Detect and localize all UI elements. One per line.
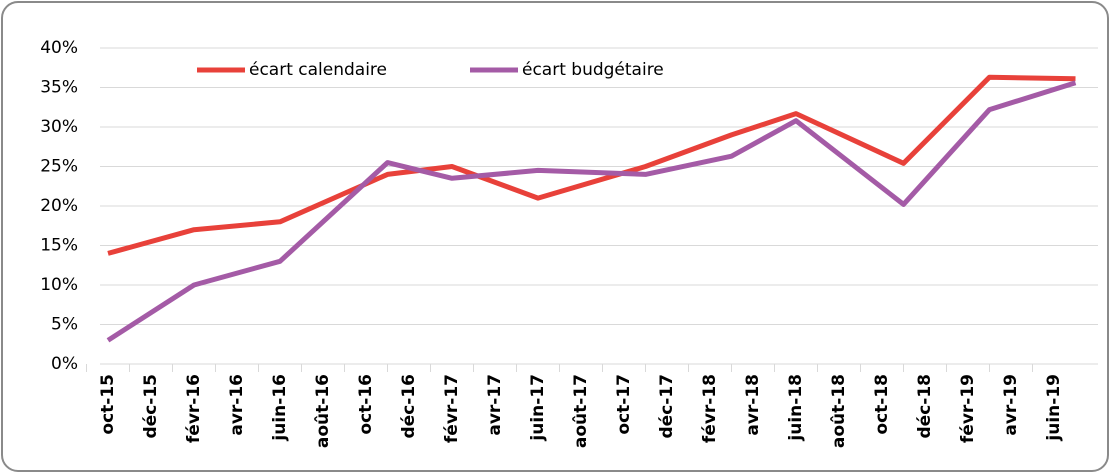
x-tick-label: juin-16 xyxy=(270,374,290,442)
x-tick-label: avr-17 xyxy=(485,374,505,436)
x-tick-label: oct-15 xyxy=(98,374,118,435)
x-tick-label: avr-19 xyxy=(1001,374,1021,436)
x-tick-label: oct-16 xyxy=(356,374,376,435)
series-line xyxy=(107,74,1076,256)
series-line xyxy=(106,80,1077,343)
x-tick-label: févr-16 xyxy=(184,374,204,443)
y-tick-label: 5% xyxy=(51,315,78,335)
x-tick-label: juin-19 xyxy=(1044,374,1064,442)
y-tick-label: 15% xyxy=(40,236,78,256)
x-tick-label: déc-16 xyxy=(399,374,419,439)
x-tick-label: déc-17 xyxy=(657,374,677,439)
x-tick-label: août-17 xyxy=(571,374,591,448)
x-tick-label: juin-18 xyxy=(786,374,806,442)
x-tick-label: oct-18 xyxy=(872,374,892,435)
x-tick-label: août-18 xyxy=(829,374,849,448)
x-tick-label: juin-17 xyxy=(528,374,548,442)
x-tick-label: déc-15 xyxy=(141,374,161,439)
x-tick-label: févr-18 xyxy=(700,374,720,443)
y-tick-label: 20% xyxy=(40,196,78,216)
x-tick-label: déc-18 xyxy=(915,374,935,439)
x-tick-label: févr-19 xyxy=(958,374,978,443)
x-tick-label: avr-18 xyxy=(743,374,763,436)
y-tick-label: 25% xyxy=(40,157,78,177)
y-tick-label: 35% xyxy=(40,78,78,98)
y-tick-label: 40% xyxy=(40,38,78,58)
y-tick-label: 0% xyxy=(51,354,78,374)
legend-label: écart budgétaire xyxy=(522,60,664,80)
x-tick-label: févr-17 xyxy=(442,374,462,443)
y-tick-label: 30% xyxy=(40,117,78,137)
x-tick-label: août-16 xyxy=(313,374,333,448)
y-tick-label: 10% xyxy=(40,275,78,295)
x-tick-label: oct-17 xyxy=(614,374,634,435)
legend-label: écart calendaire xyxy=(249,60,387,80)
x-tick-label: avr-16 xyxy=(227,374,247,436)
